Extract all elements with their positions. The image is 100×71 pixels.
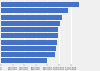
Bar: [1, 33, 58, 38]
Bar: [1, 8, 68, 13]
Bar: [1, 2, 79, 7]
Bar: [1, 46, 56, 51]
Bar: [1, 40, 57, 45]
Bar: [1, 15, 62, 20]
Bar: [1, 21, 60, 26]
Bar: [1, 27, 58, 32]
Bar: [1, 58, 47, 63]
Bar: [1, 52, 55, 57]
